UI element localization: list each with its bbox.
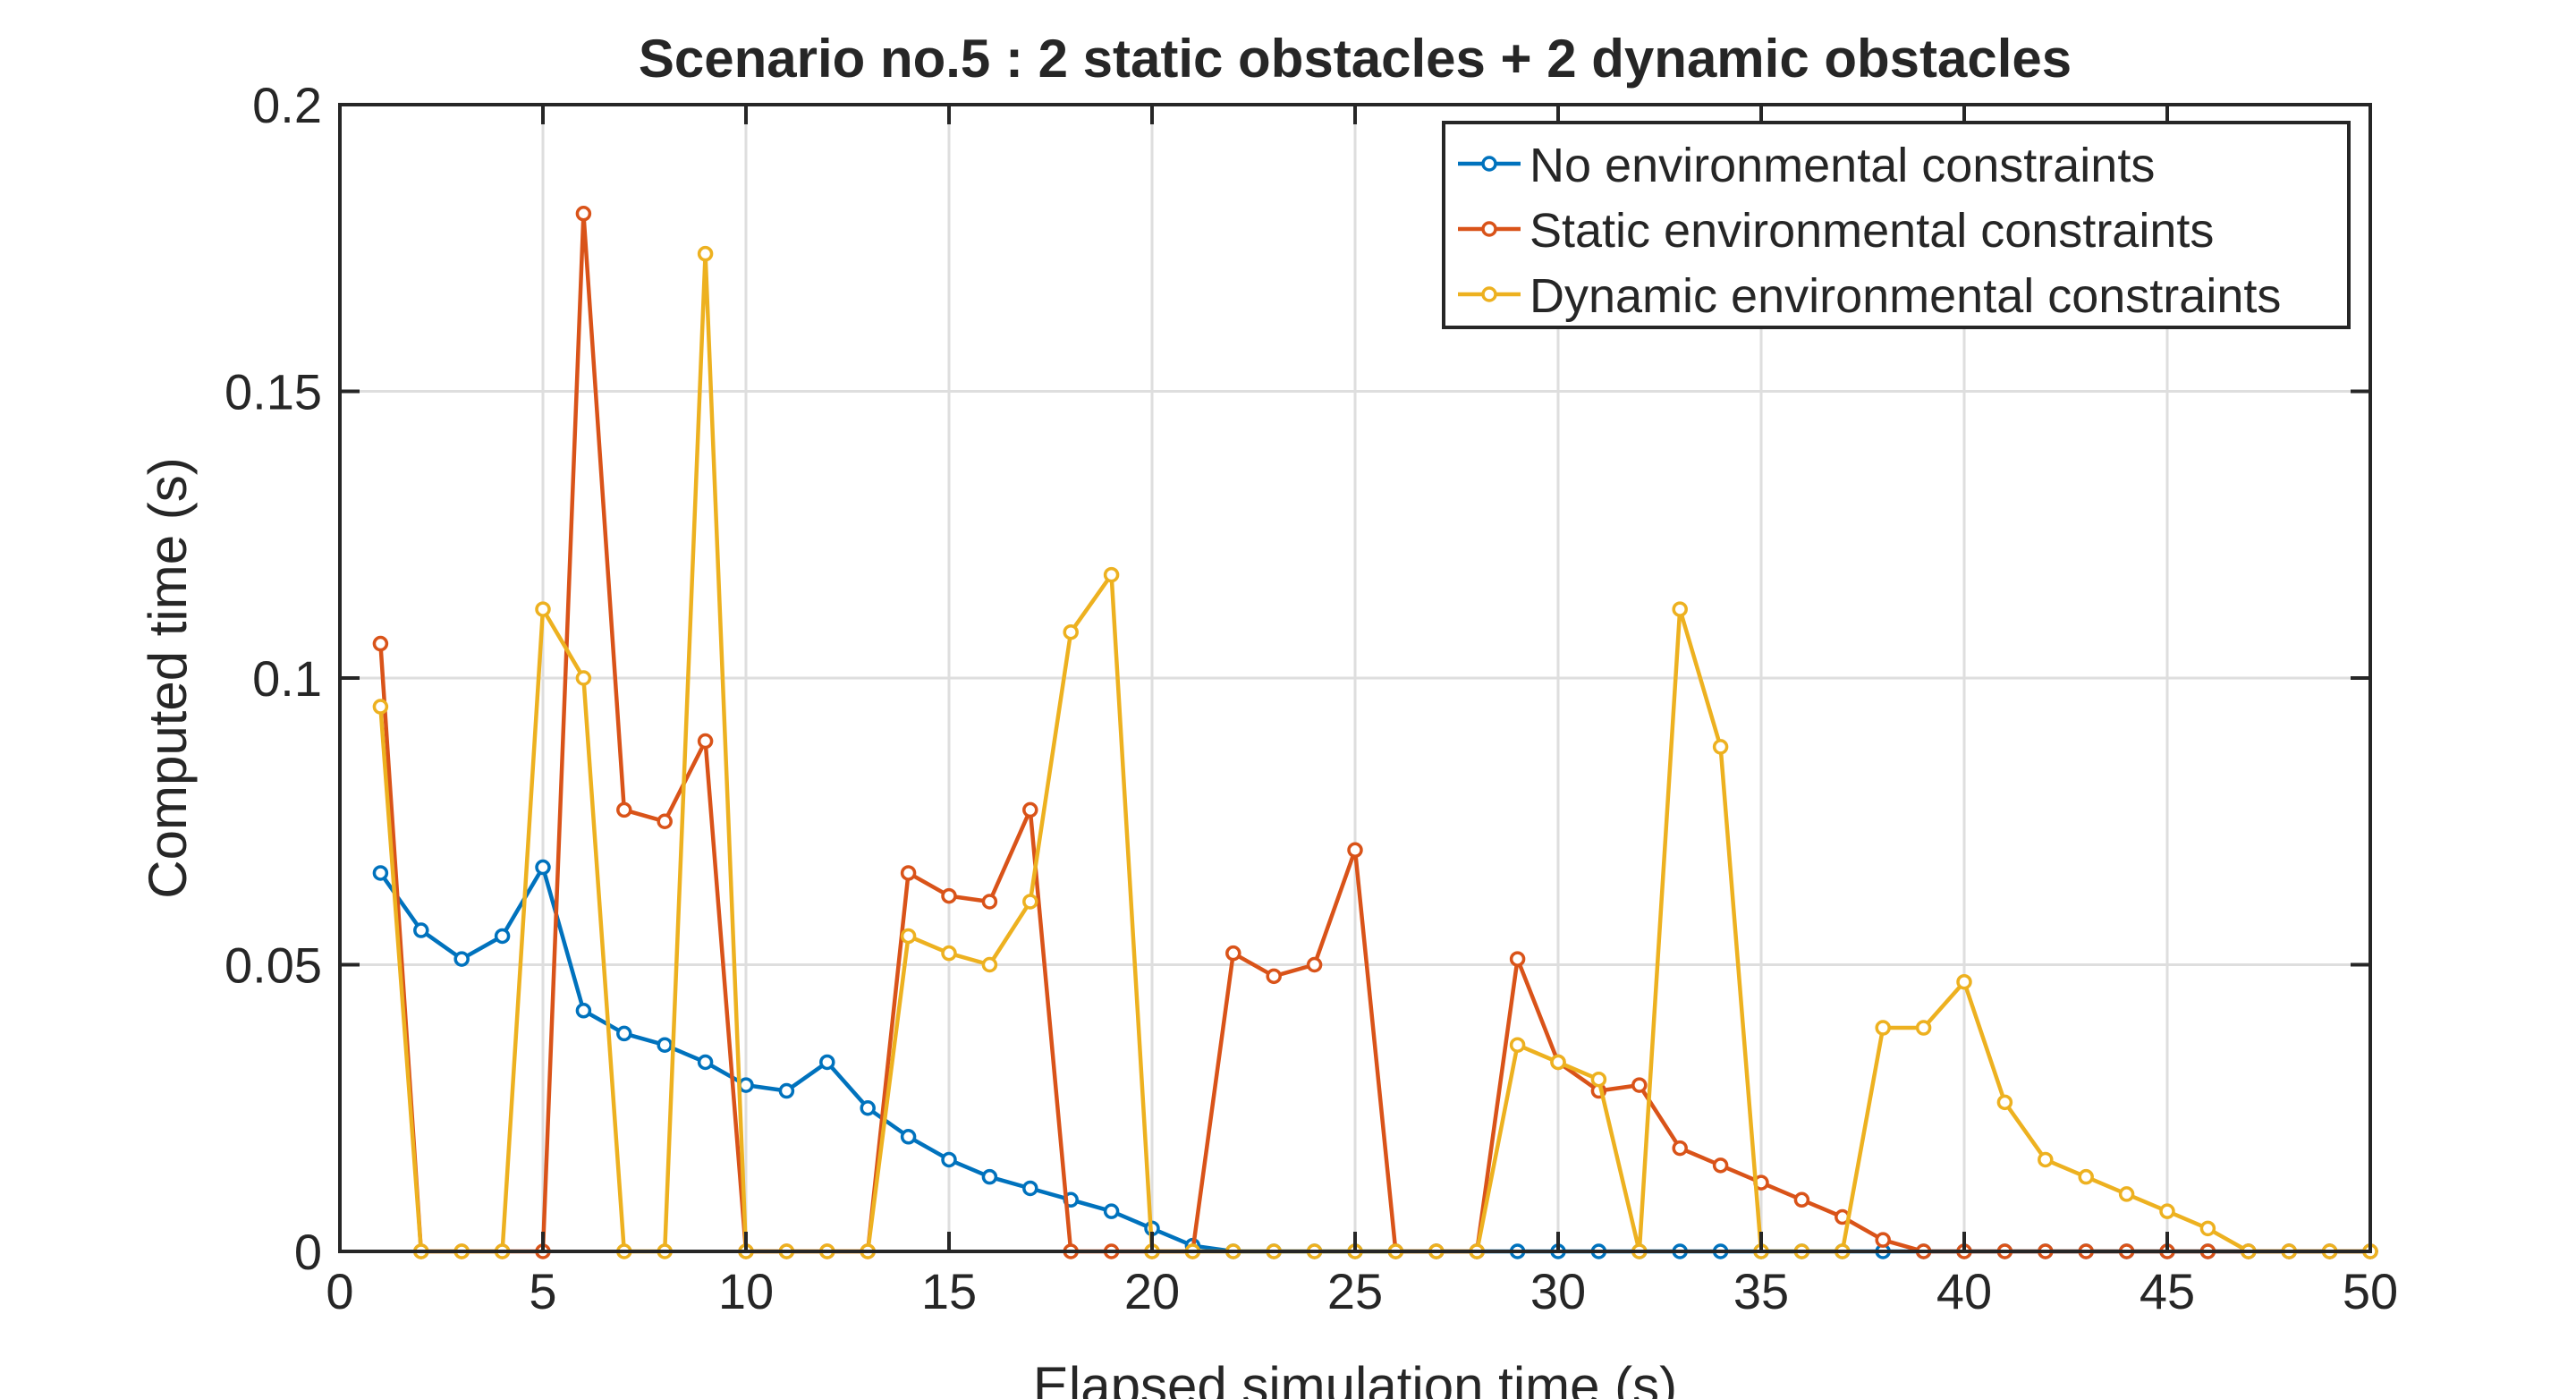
y-axis-label: Computed time (s) bbox=[138, 457, 198, 898]
legend-marker bbox=[1481, 286, 1497, 302]
data-point bbox=[900, 928, 917, 945]
data-point bbox=[1347, 842, 1363, 859]
data-point bbox=[697, 733, 714, 750]
data-point bbox=[941, 887, 957, 904]
y-tick-label: 0.15 bbox=[225, 364, 322, 420]
chart-title: Scenario no.5 : 2 static obstacles + 2 d… bbox=[639, 29, 2072, 89]
data-point bbox=[2118, 1186, 2135, 1202]
data-point bbox=[616, 1025, 632, 1042]
data-point bbox=[413, 922, 429, 938]
data-point bbox=[657, 1037, 673, 1053]
legend-item: Static environmental constraints bbox=[1458, 204, 2214, 258]
data-point bbox=[1063, 623, 1079, 640]
y-tick-label: 0 bbox=[294, 1224, 322, 1280]
data-point bbox=[1631, 1077, 1648, 1093]
data-point bbox=[453, 951, 470, 967]
data-point bbox=[1306, 956, 1323, 973]
x-tick-label: 50 bbox=[2343, 1263, 2398, 1319]
legend-label: No environmental constraints bbox=[1530, 139, 2155, 192]
legend-item: No environmental constraints bbox=[1458, 139, 2155, 192]
data-point bbox=[1915, 1020, 1932, 1036]
x-tick-label: 5 bbox=[529, 1263, 556, 1319]
data-point bbox=[1875, 1020, 1891, 1036]
data-point bbox=[1225, 945, 1241, 962]
data-point bbox=[697, 1054, 714, 1071]
x-tick-label: 15 bbox=[921, 1263, 977, 1319]
legend: No environmental constraints Static envir… bbox=[1442, 121, 2351, 329]
data-point bbox=[981, 1168, 998, 1185]
x-tick-label: 10 bbox=[718, 1263, 774, 1319]
data-point bbox=[941, 945, 957, 962]
data-point bbox=[372, 699, 389, 715]
data-point bbox=[1103, 1203, 1120, 1219]
data-point bbox=[1956, 973, 1972, 990]
data-point bbox=[1793, 1191, 1810, 1208]
legend-label: Dynamic environmental constraints bbox=[1530, 269, 2281, 323]
data-point bbox=[941, 1151, 957, 1168]
x-tick-label: 25 bbox=[1327, 1263, 1383, 1319]
data-point bbox=[575, 206, 592, 222]
data-point bbox=[2199, 1220, 2216, 1237]
data-point bbox=[1022, 1180, 1038, 1197]
data-point bbox=[981, 894, 998, 910]
data-point bbox=[1509, 1037, 1526, 1053]
y-tick-label: 0.1 bbox=[252, 650, 322, 707]
data-point bbox=[1672, 601, 1688, 617]
data-point bbox=[1022, 801, 1038, 818]
data-point bbox=[535, 859, 551, 876]
data-point bbox=[1712, 739, 1729, 755]
data-point bbox=[1875, 1232, 1891, 1248]
data-point bbox=[1672, 1140, 1688, 1157]
data-point bbox=[575, 1003, 592, 1019]
legend-marker bbox=[1481, 156, 1497, 172]
x-tick-label: 40 bbox=[1936, 1263, 1992, 1319]
y-tick-label: 0.05 bbox=[225, 937, 322, 994]
data-point bbox=[616, 801, 632, 818]
data-point bbox=[1996, 1094, 2013, 1111]
data-point bbox=[2159, 1203, 2175, 1219]
x-tick-label: 35 bbox=[1733, 1263, 1789, 1319]
y-tick-label: 0.2 bbox=[252, 77, 322, 133]
axis-ticks: 0 5 10 15 20 25 30 35 40 45 50 0 0.05 0.1 0.15 0.2 bbox=[225, 77, 2398, 1319]
data-point bbox=[900, 1129, 917, 1145]
data-point bbox=[860, 1100, 876, 1116]
data-point bbox=[1266, 968, 1282, 985]
data-point bbox=[819, 1054, 835, 1071]
data-point bbox=[1103, 566, 1120, 583]
data-point bbox=[1712, 1157, 1729, 1174]
data-point bbox=[372, 635, 389, 652]
x-tick-label: 30 bbox=[1530, 1263, 1586, 1319]
x-axis-label: Elapsed simulation time (s) bbox=[1033, 1356, 1677, 1399]
x-tick-label: 45 bbox=[2140, 1263, 2195, 1319]
x-tick-label: 20 bbox=[1124, 1263, 1180, 1319]
data-point bbox=[738, 1077, 754, 1093]
data-point bbox=[1590, 1071, 1607, 1088]
data-point bbox=[657, 813, 673, 829]
data-point bbox=[494, 928, 511, 945]
legend-box bbox=[1442, 121, 2351, 329]
data-point bbox=[535, 601, 551, 617]
legend-marker bbox=[1481, 221, 1497, 237]
legend-item: Dynamic environmental constraints bbox=[1458, 269, 2281, 323]
x-tick-label: 0 bbox=[326, 1263, 353, 1319]
data-point bbox=[697, 245, 714, 262]
data-point bbox=[372, 865, 389, 881]
data-point bbox=[900, 865, 917, 881]
data-point bbox=[1550, 1054, 1566, 1071]
legend-label: Static environmental constraints bbox=[1530, 204, 2214, 258]
data-point bbox=[778, 1082, 795, 1099]
data-point bbox=[981, 956, 998, 973]
data-point bbox=[1022, 894, 1038, 910]
data-point bbox=[575, 670, 592, 686]
data-point bbox=[2078, 1168, 2094, 1185]
data-point bbox=[1509, 951, 1526, 967]
data-point bbox=[2038, 1151, 2054, 1168]
